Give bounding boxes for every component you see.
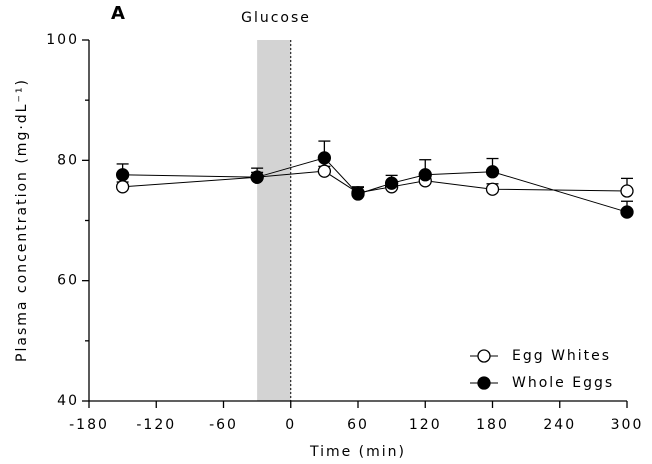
x-tick-label: -180	[69, 417, 109, 433]
y-tick-label: 60	[57, 273, 79, 289]
x-tick-label: 300	[611, 417, 644, 433]
x-tick-label: 60	[347, 417, 369, 433]
marker	[115, 168, 130, 182]
marker	[250, 170, 264, 184]
legend-marker	[477, 376, 491, 390]
series-line	[122, 157, 628, 213]
y-tick-label: 40	[57, 393, 79, 409]
y-tick-label: 100	[46, 32, 79, 48]
legend-label: Whole Eggs	[512, 375, 614, 391]
marker	[115, 180, 130, 194]
series-line	[122, 170, 628, 194]
y-axis-label: Plasma concentration (mg·dL⁻¹)	[14, 78, 30, 362]
marker	[485, 165, 500, 179]
legend-marker	[477, 349, 491, 363]
marker	[317, 164, 332, 178]
panel-label: A	[111, 3, 125, 24]
marker	[317, 151, 332, 165]
marker	[485, 182, 500, 196]
x-tick-label: 180	[476, 417, 509, 433]
x-axis-label: Time (min)	[309, 444, 406, 460]
glucose-window	[257, 40, 291, 401]
marker	[620, 205, 634, 219]
x-tick-label: 240	[543, 417, 576, 433]
y-tick-label: 80	[57, 152, 79, 168]
x-tick-label: 0	[285, 417, 296, 433]
x-tick-label: -120	[136, 417, 176, 433]
annotation: Glucose	[241, 10, 311, 26]
legend-label: Egg Whites	[512, 348, 611, 364]
marker	[418, 168, 432, 182]
marker	[620, 184, 634, 198]
x-tick-label: 120	[409, 417, 442, 433]
marker	[351, 187, 365, 201]
x-tick-label: -60	[209, 417, 238, 433]
marker	[384, 176, 399, 190]
